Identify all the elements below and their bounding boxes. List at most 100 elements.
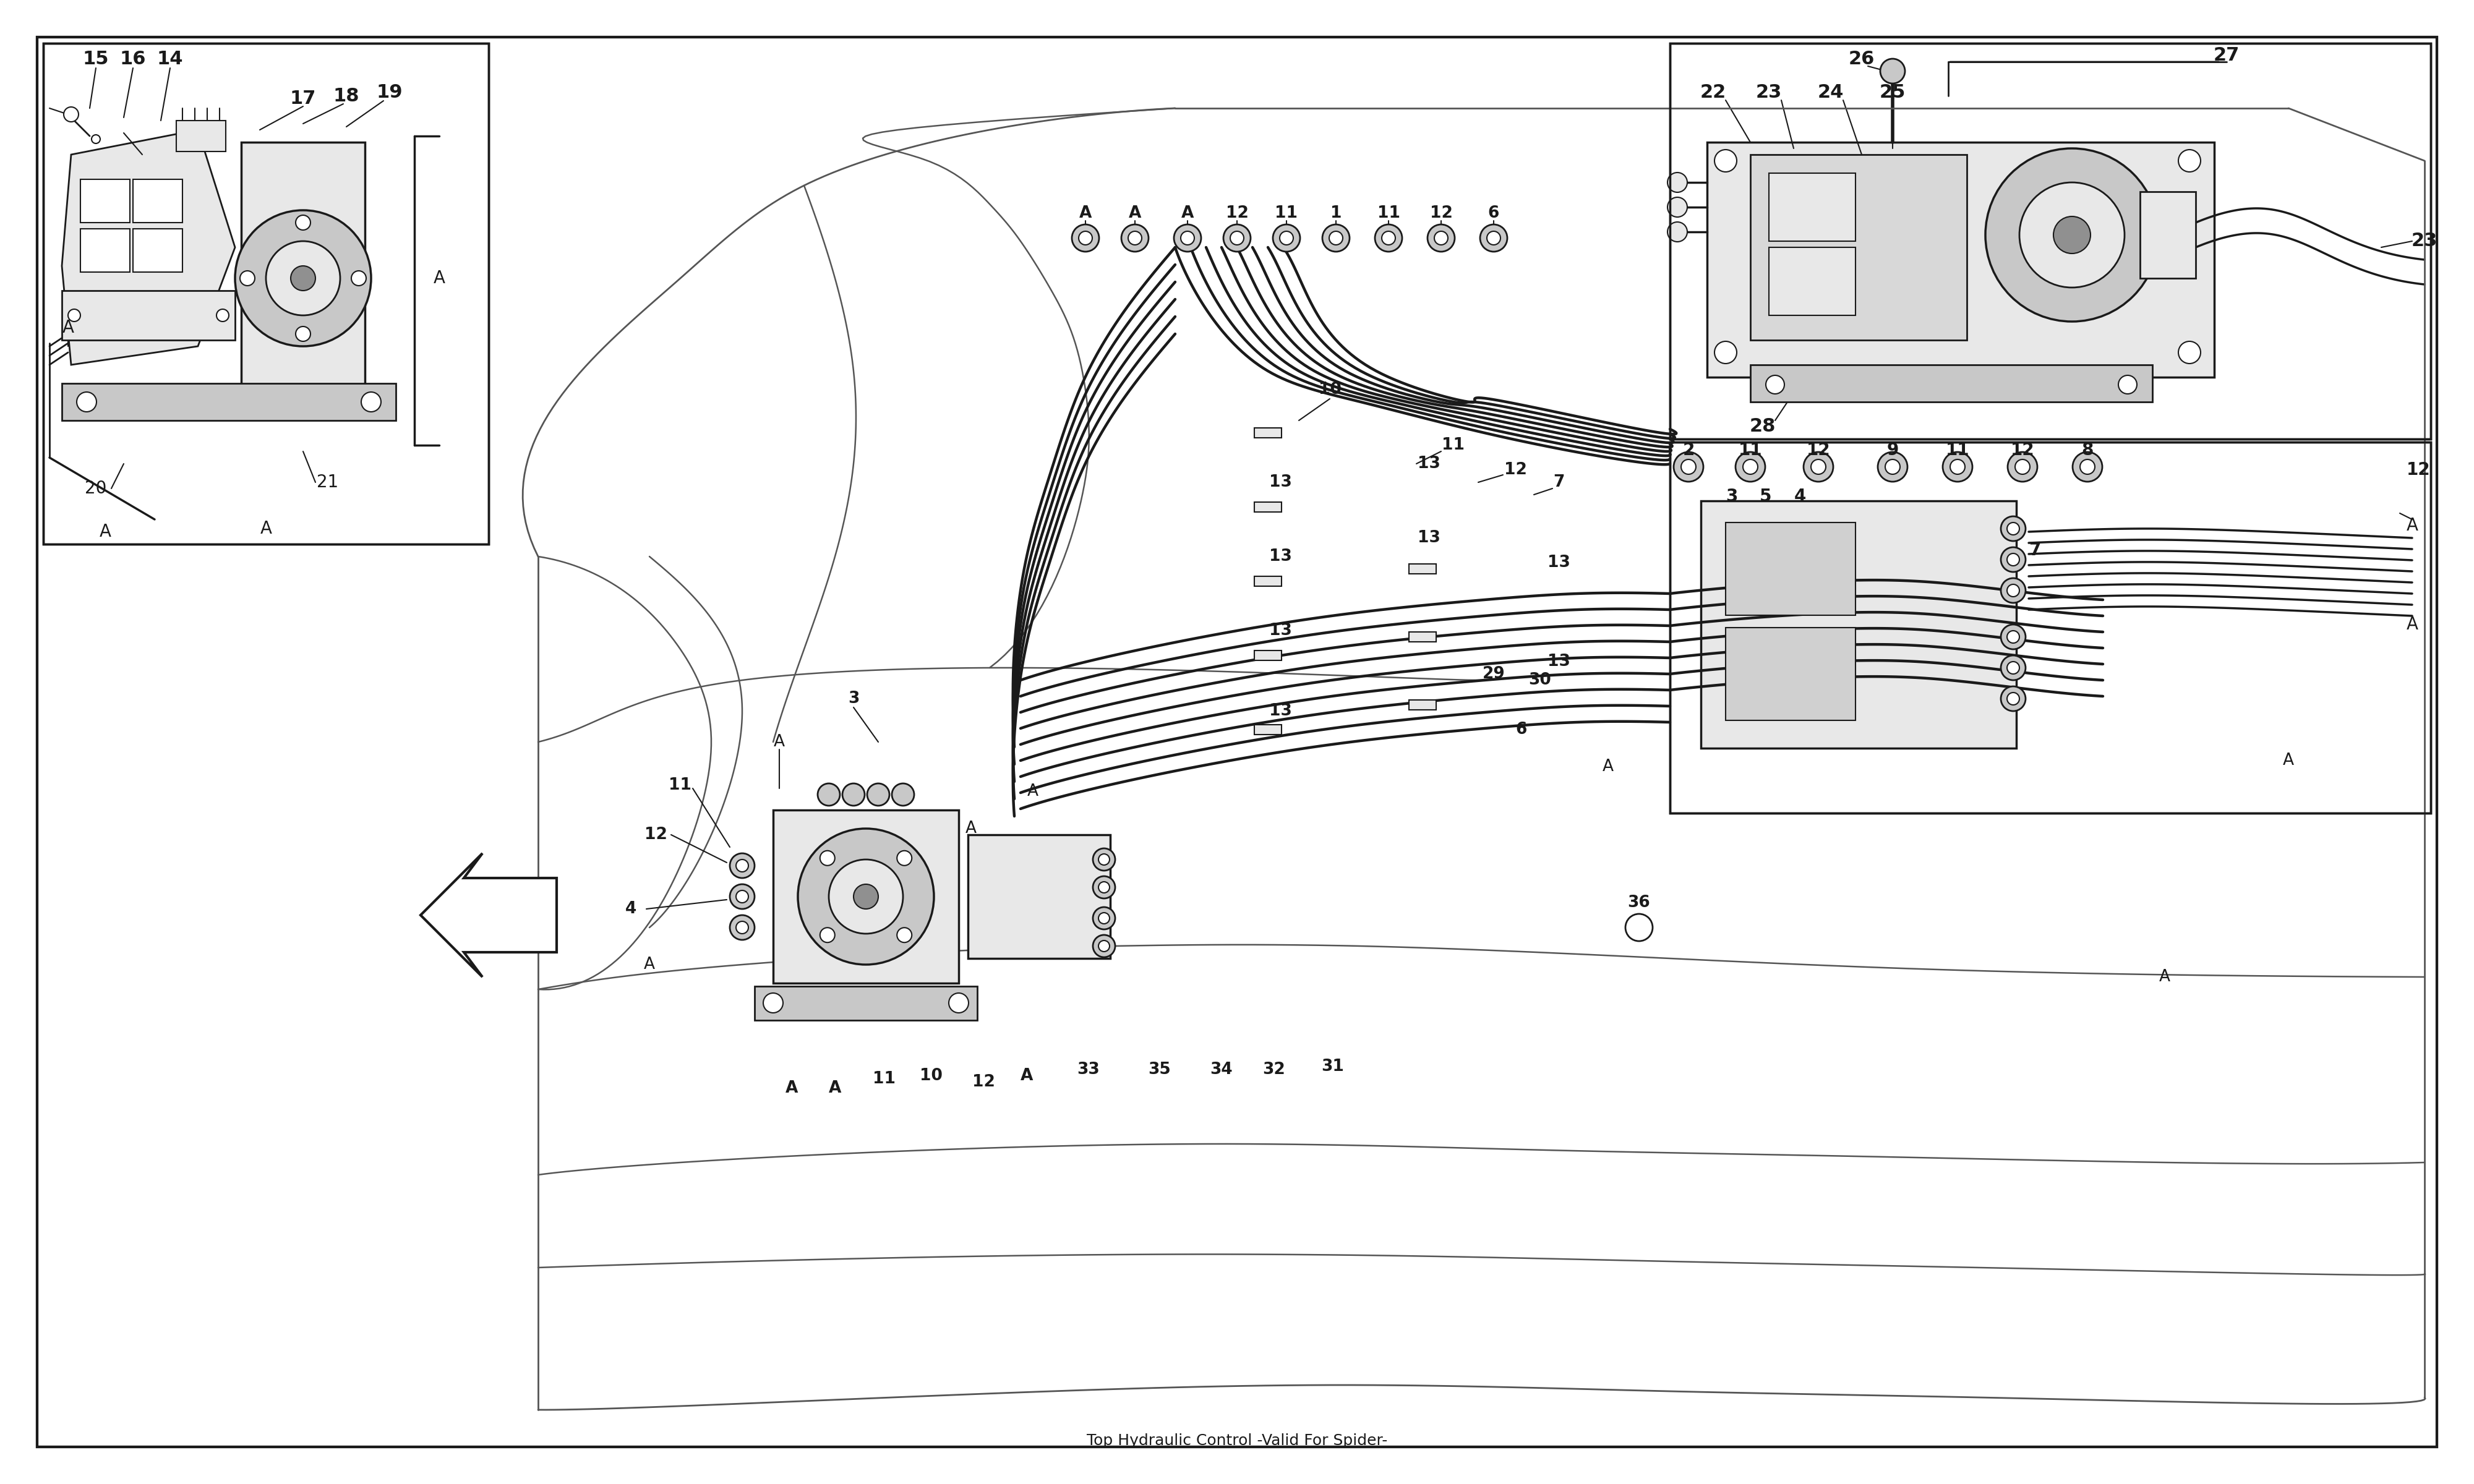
Text: 19: 19 (376, 83, 403, 102)
Circle shape (2001, 579, 2026, 603)
Text: 13: 13 (1418, 456, 1440, 472)
Bar (1670, 43, 2429, 439)
Circle shape (1094, 876, 1116, 898)
Circle shape (1667, 197, 1687, 217)
Text: 30: 30 (1529, 672, 1551, 689)
Circle shape (235, 211, 371, 346)
Text: A: A (260, 519, 272, 537)
Text: 32: 32 (1262, 1061, 1286, 1077)
Text: 6: 6 (1487, 205, 1499, 221)
Circle shape (1479, 224, 1507, 252)
Circle shape (1667, 223, 1687, 242)
Text: 11: 11 (1945, 442, 1969, 459)
Bar (1670, 43, 2429, 439)
Bar (1752, 154, 1967, 340)
Circle shape (891, 784, 915, 806)
Text: A: A (1603, 758, 1613, 775)
Circle shape (1766, 375, 1784, 393)
Text: 33: 33 (1076, 1061, 1101, 1077)
Circle shape (950, 993, 970, 1012)
Text: A: A (99, 522, 111, 540)
Circle shape (730, 884, 755, 908)
Text: A: A (1128, 205, 1141, 221)
Bar (1254, 502, 1282, 512)
Circle shape (1329, 232, 1343, 245)
Circle shape (898, 927, 913, 942)
Text: A: A (965, 821, 977, 837)
Circle shape (1376, 224, 1403, 252)
Text: 25: 25 (1880, 83, 1905, 102)
Circle shape (1487, 232, 1499, 245)
Circle shape (1714, 150, 1737, 172)
Text: A: A (829, 1080, 841, 1097)
Circle shape (797, 828, 935, 965)
Text: 35: 35 (1148, 1061, 1170, 1077)
Circle shape (77, 392, 96, 411)
Bar (1702, 500, 2016, 748)
Text: 12: 12 (643, 827, 668, 843)
Text: A: A (2407, 516, 2417, 534)
Text: Top Hydraulic Control -Valid For Spider-: Top Hydraulic Control -Valid For Spider- (1086, 1434, 1388, 1448)
Circle shape (1667, 172, 1687, 193)
Bar (134, 180, 183, 223)
Circle shape (64, 107, 79, 122)
Circle shape (737, 859, 747, 871)
Text: 22: 22 (1700, 83, 1727, 102)
Bar (1254, 576, 1282, 586)
Text: 12: 12 (1806, 442, 1831, 459)
Text: A: A (643, 957, 656, 972)
Circle shape (2006, 585, 2019, 597)
Text: 13: 13 (1269, 475, 1291, 490)
Circle shape (2053, 217, 2091, 254)
Text: 17: 17 (289, 91, 317, 108)
Text: 20: 20 (84, 479, 106, 497)
Text: A: A (62, 319, 74, 337)
Text: 6: 6 (1517, 721, 1526, 738)
Circle shape (816, 784, 841, 806)
Circle shape (1128, 232, 1143, 245)
Text: A: A (1180, 205, 1195, 221)
Text: 12: 12 (1504, 462, 1526, 478)
Circle shape (2180, 150, 2202, 172)
Text: 11: 11 (1378, 205, 1400, 221)
Circle shape (1272, 224, 1301, 252)
Circle shape (69, 309, 79, 322)
Circle shape (2118, 375, 2138, 393)
Text: 24: 24 (1818, 83, 1843, 102)
Circle shape (2009, 453, 2039, 482)
Bar (1727, 628, 1856, 720)
Text: 29: 29 (1482, 666, 1504, 683)
Circle shape (2001, 516, 2026, 542)
Bar (242, 142, 366, 389)
Circle shape (351, 270, 366, 285)
Circle shape (1427, 224, 1455, 252)
Bar (1670, 442, 2429, 813)
Circle shape (361, 392, 381, 411)
Text: 11: 11 (1442, 438, 1465, 453)
Bar (967, 834, 1111, 959)
Text: A: A (774, 735, 784, 749)
Bar (1254, 724, 1282, 735)
Text: 10: 10 (920, 1068, 943, 1083)
Text: 7: 7 (1554, 475, 1564, 490)
Text: 28: 28 (1749, 417, 1776, 436)
Circle shape (898, 850, 913, 865)
Text: 26: 26 (1848, 50, 1875, 68)
Circle shape (854, 884, 878, 908)
Circle shape (868, 784, 891, 806)
Text: 12: 12 (2011, 442, 2034, 459)
Text: 12: 12 (1430, 205, 1452, 221)
Text: 11: 11 (1739, 442, 1761, 459)
Circle shape (92, 135, 99, 144)
Circle shape (1811, 460, 1826, 475)
Circle shape (762, 993, 782, 1012)
Bar (79, 229, 129, 272)
Circle shape (1321, 224, 1351, 252)
Text: A: A (2160, 969, 2170, 985)
Circle shape (1942, 453, 1972, 482)
Polygon shape (421, 853, 557, 976)
Circle shape (2073, 453, 2103, 482)
Circle shape (829, 859, 903, 933)
Text: 34: 34 (1210, 1061, 1232, 1077)
Circle shape (730, 853, 755, 879)
